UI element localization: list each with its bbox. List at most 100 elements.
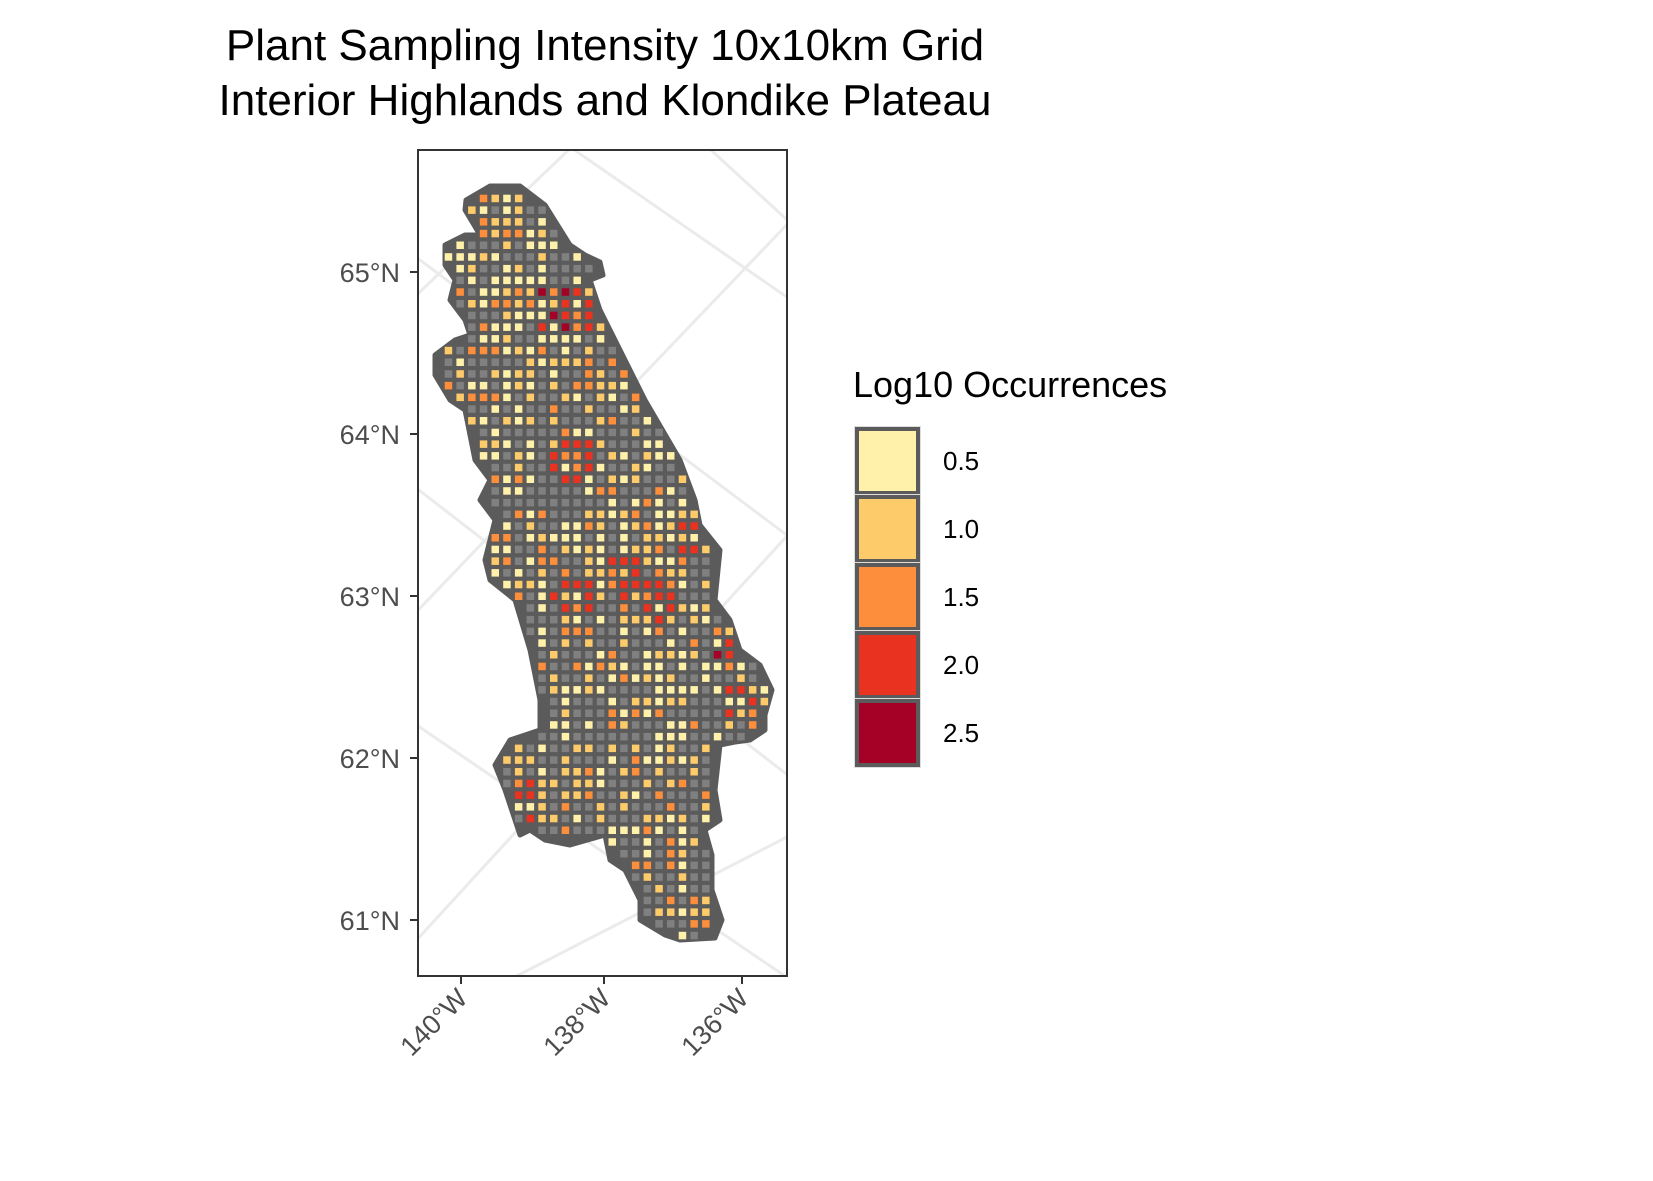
grid-cell — [573, 615, 581, 624]
grid-cell — [631, 756, 640, 764]
grid-cell — [561, 440, 570, 448]
grid-cell — [456, 241, 464, 249]
grid-cell — [655, 885, 663, 893]
grid-cell — [596, 510, 605, 519]
grid-cell — [655, 674, 663, 682]
grid-cell — [702, 545, 710, 554]
grid-cell — [514, 276, 523, 285]
grid-cell — [561, 335, 570, 343]
grid-cell — [643, 803, 652, 811]
grid-cell — [631, 627, 640, 636]
legend-key-0.5 — [854, 426, 921, 496]
grid-cell — [643, 463, 652, 472]
grid-cell — [479, 206, 488, 214]
grid-cell — [503, 311, 511, 320]
grid-cell — [561, 475, 570, 483]
grid-cell — [585, 744, 593, 753]
grid-cell — [491, 545, 499, 554]
grid-cell — [667, 522, 675, 530]
grid-cell — [678, 651, 687, 659]
grid-cell — [585, 814, 593, 823]
grid-cell — [655, 756, 663, 764]
grid-cell — [538, 241, 546, 249]
grid-cell — [596, 732, 605, 741]
grid-cell — [655, 826, 663, 834]
grid-cell — [550, 498, 558, 507]
grid-cell — [667, 779, 675, 788]
grid-cell — [620, 487, 628, 495]
grid-cell — [631, 463, 640, 472]
grid-cell — [678, 662, 687, 671]
grid-cell — [702, 920, 710, 928]
grid-cell — [514, 779, 523, 788]
grid-cell — [503, 522, 511, 530]
y-tick-label: 64°N — [340, 420, 400, 450]
grid-cell — [678, 732, 687, 741]
grid-cell — [550, 264, 558, 273]
grid-cell — [526, 510, 535, 519]
grid-cell — [713, 732, 722, 741]
grid-cell — [561, 264, 570, 273]
grid-cell — [620, 814, 628, 823]
grid-cell — [468, 405, 476, 413]
grid-cell — [491, 498, 499, 507]
grid-cell — [596, 662, 605, 671]
grid-cell — [655, 838, 663, 846]
grid-cell — [526, 370, 535, 378]
grid-cell — [585, 428, 593, 437]
grid-cell — [737, 709, 745, 717]
grid-cell — [538, 311, 546, 320]
grid-cell — [702, 651, 710, 659]
grid-cell — [631, 849, 640, 858]
grid-cell — [643, 569, 652, 577]
grid-cell — [491, 487, 499, 495]
grid-cell — [631, 452, 640, 460]
grid-cell — [573, 768, 581, 776]
grid-cell — [491, 428, 499, 437]
grid-cell — [608, 604, 616, 612]
grid-cell — [526, 803, 535, 811]
grid-cell — [561, 487, 570, 495]
grid-cell — [573, 592, 581, 600]
grid-cell — [643, 557, 652, 565]
grid-cell — [479, 405, 488, 413]
grid-cell — [538, 744, 546, 753]
grid-cell — [550, 358, 558, 366]
x-tick-label: 140°W — [395, 983, 474, 1062]
grid-cell — [631, 744, 640, 753]
grid-cell — [538, 393, 546, 402]
grid-cell — [585, 791, 593, 799]
grid-cell — [596, 604, 605, 612]
grid-cell — [550, 674, 558, 682]
grid-cell — [655, 779, 663, 788]
grid-cell — [678, 861, 687, 870]
grid-cell — [702, 803, 710, 811]
grid-cell — [456, 253, 464, 261]
grid-cell — [702, 791, 710, 799]
grid-cell — [573, 300, 581, 308]
grid-cell — [479, 229, 488, 238]
grid-cell — [479, 335, 488, 343]
grid-cell — [643, 545, 652, 554]
grid-cell — [573, 791, 581, 799]
grid-cell — [585, 393, 593, 402]
grid-cell — [514, 370, 523, 378]
grid-cell — [503, 405, 511, 413]
grid-cell — [550, 709, 558, 717]
grid-cell — [631, 510, 640, 519]
grid-cell — [479, 358, 488, 366]
grid-cell — [667, 674, 675, 682]
grid-cell — [620, 428, 628, 437]
grid-cell — [550, 756, 558, 764]
grid-cell — [573, 697, 581, 706]
grid-cell — [690, 662, 698, 671]
grid-cell — [643, 814, 652, 823]
grid-cell — [620, 639, 628, 647]
grid-cell — [643, 580, 652, 589]
grid-cell — [678, 510, 687, 519]
grid-cell — [596, 557, 605, 565]
grid-cell — [550, 826, 558, 834]
grid-cell — [596, 569, 605, 577]
grid-cell — [655, 452, 663, 460]
grid-cell — [503, 440, 511, 448]
